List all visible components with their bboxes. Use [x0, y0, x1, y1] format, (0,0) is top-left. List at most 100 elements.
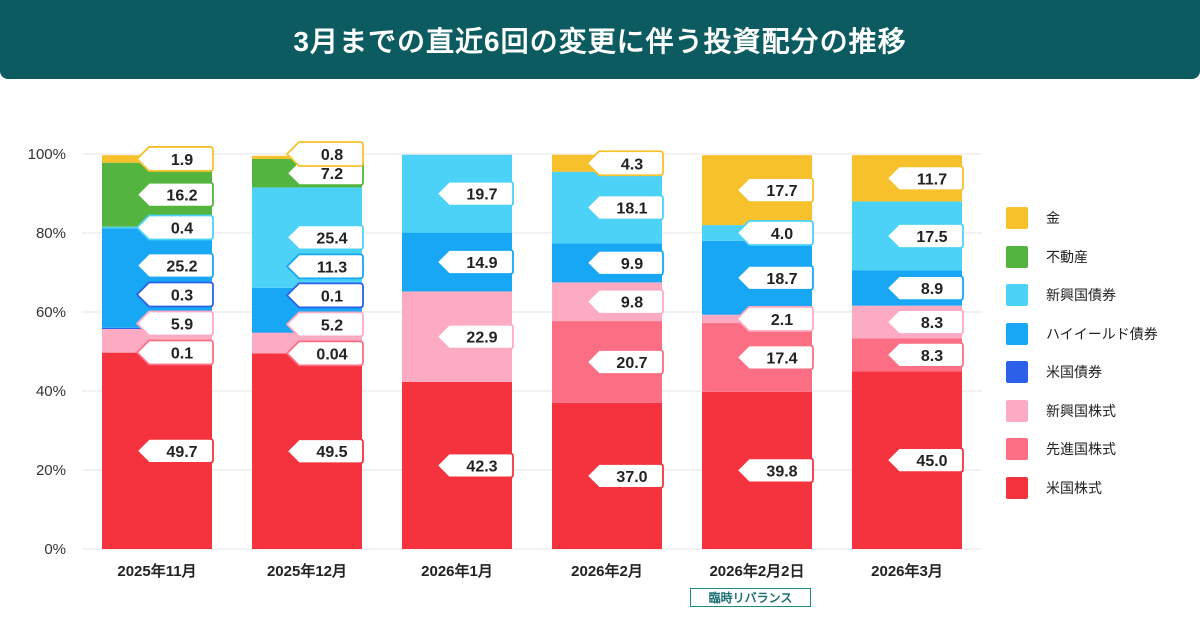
- chart-title: 3月までの直近6回の変更に伴う投資配分の推移: [293, 25, 907, 57]
- value-label-box: [436, 323, 514, 350]
- value-label-box: [586, 194, 664, 221]
- legend-swatch: [1006, 284, 1028, 307]
- y-tick-label: 100%: [28, 146, 66, 163]
- value-label-box: [886, 223, 964, 249]
- value-label: 49.7: [166, 444, 197, 461]
- value-label: 0.1: [321, 288, 343, 305]
- value-label: 18.7: [766, 271, 797, 288]
- value-label: 11.7: [917, 171, 947, 188]
- value-label-box: [286, 311, 364, 338]
- value-label-box: [136, 339, 214, 366]
- value-label: 45.0: [916, 453, 947, 470]
- value-label-box: [136, 181, 214, 208]
- value-label: 5.2: [321, 317, 343, 334]
- legend-label: 先進国株式: [1046, 441, 1116, 458]
- value-label-box: [586, 150, 664, 177]
- value-label: 22.9: [466, 330, 497, 347]
- value-label-box: [436, 180, 514, 207]
- value-label-box: [736, 306, 814, 332]
- legend-label: 不動産: [1046, 248, 1088, 265]
- legend-swatch: [1006, 399, 1028, 422]
- value-label: 25.2: [166, 258, 197, 275]
- legend-item: 米国債券: [1006, 353, 1158, 392]
- value-label-box: [586, 288, 664, 315]
- x-tick-label: 2026年3月: [871, 562, 943, 580]
- value-label-box: [736, 344, 814, 371]
- value-label-box: [286, 141, 364, 167]
- value-label-box: [586, 463, 664, 489]
- value-label: 1.9: [171, 152, 193, 169]
- value-label: 0.8: [321, 147, 343, 164]
- value-label: 9.8: [621, 295, 643, 312]
- legend-label: 新興国債券: [1046, 287, 1116, 304]
- value-label-box: [736, 457, 814, 484]
- legend-item: 米国株式: [1006, 469, 1158, 508]
- value-label: 20.7: [616, 355, 647, 372]
- x-tick-label: 2026年2月2日: [709, 562, 804, 580]
- x-tick-label: 2025年11月: [117, 562, 196, 580]
- value-label: 8.3: [921, 315, 943, 332]
- value-label: 0.04: [316, 346, 347, 363]
- value-label: 39.8: [766, 463, 797, 480]
- value-label-box: [436, 452, 514, 479]
- value-label: 37.0: [616, 469, 647, 486]
- x-tick-label: 2025年12月: [267, 562, 347, 580]
- value-label-box: [736, 177, 814, 204]
- value-label: 17.5: [916, 229, 947, 246]
- legend-label: 米国債券: [1046, 364, 1102, 381]
- y-tick-label: 60%: [36, 304, 66, 321]
- value-label-box: [886, 275, 964, 302]
- value-label: 5.9: [171, 316, 193, 333]
- y-tick-label: 0%: [44, 541, 66, 558]
- value-label-box: [286, 224, 364, 251]
- value-label: 19.7: [466, 187, 497, 204]
- value-label: 25.4: [316, 230, 347, 247]
- value-label-box: [286, 340, 364, 367]
- value-label: 14.9: [466, 255, 497, 272]
- value-label: 0.4: [171, 220, 193, 237]
- value-label: 0.3: [171, 287, 193, 304]
- value-label-box: [436, 249, 514, 275]
- value-label-box: [286, 253, 364, 280]
- value-label-box: [586, 249, 664, 276]
- value-label: 2.1: [771, 312, 793, 329]
- y-tick-label: 80%: [36, 225, 66, 242]
- value-label-box: [736, 264, 814, 291]
- value-label: 42.3: [466, 458, 497, 475]
- title-bar: 3月までの直近6回の変更に伴う投資配分の推移: [0, 0, 1200, 79]
- legend-swatch: [1006, 245, 1028, 268]
- value-label: 8.9: [921, 281, 943, 298]
- legend-label: 金: [1046, 210, 1060, 227]
- legend-item: ハイイールド債券: [1006, 315, 1158, 354]
- value-label-box: [136, 146, 214, 172]
- value-label: 16.2: [166, 188, 197, 205]
- value-label-box: [886, 447, 964, 474]
- value-label: 17.7: [766, 183, 797, 200]
- legend-label: 新興国株式: [1046, 402, 1116, 419]
- legend: 金不動産新興国債券ハイイールド債券 米国債券新興国株式先進国株式米国株式: [1006, 199, 1158, 507]
- value-label: 9.9: [621, 256, 643, 273]
- value-label: 11.3: [317, 259, 347, 276]
- value-label-box: [136, 252, 214, 279]
- legend-swatch: [1006, 438, 1028, 461]
- value-label-box: [136, 281, 214, 308]
- legend-item: 新興国株式: [1006, 392, 1158, 431]
- value-label-box: [286, 438, 364, 465]
- legend-label: 米国株式: [1046, 479, 1102, 496]
- value-label-box: [886, 341, 964, 368]
- value-label: 0.1: [171, 345, 193, 362]
- value-label-box: [886, 165, 964, 192]
- legend-label: ハイイールド債券: [1046, 325, 1158, 342]
- value-label-box: [736, 220, 814, 246]
- value-label-box: [136, 437, 214, 464]
- legend-swatch: [1006, 322, 1028, 345]
- value-label: 4.3: [621, 156, 643, 173]
- legend-swatch: [1006, 361, 1028, 384]
- value-label: 17.4: [766, 350, 797, 367]
- value-label: 18.1: [616, 201, 647, 218]
- value-label: 8.3: [921, 348, 943, 365]
- x-tick-label: 2026年1月: [421, 562, 493, 580]
- value-label: 4.0: [771, 226, 793, 243]
- legend-item: 新興国債券: [1006, 276, 1158, 315]
- value-label-box: [136, 310, 214, 337]
